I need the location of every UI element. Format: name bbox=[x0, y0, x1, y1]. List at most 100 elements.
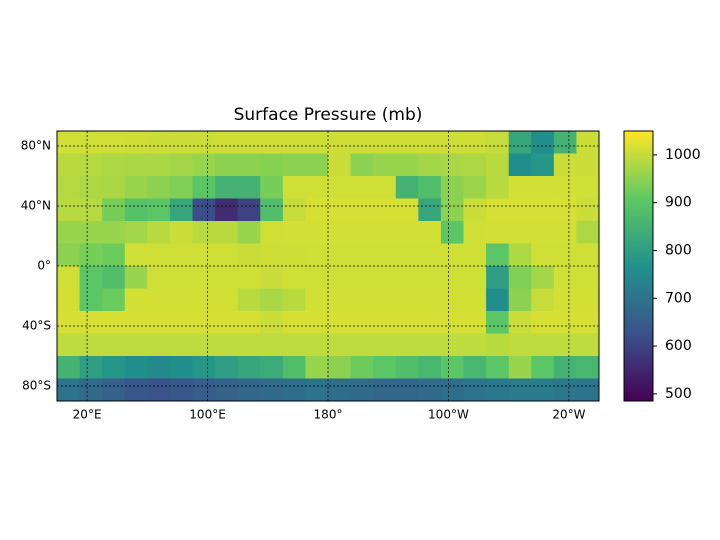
y-tick-label: 80°S bbox=[22, 379, 51, 393]
pressure-cell bbox=[373, 176, 397, 199]
pressure-cell bbox=[192, 198, 216, 222]
pressure-cell bbox=[237, 198, 261, 222]
pressure-cell bbox=[147, 153, 171, 177]
pressure-cell bbox=[373, 356, 397, 379]
pressure-cell bbox=[57, 131, 81, 154]
x-tick-label: 20°E bbox=[73, 408, 102, 422]
pressure-cell bbox=[147, 243, 171, 267]
pressure-cell bbox=[418, 378, 442, 402]
pressure-cell bbox=[102, 176, 126, 199]
pressure-cell bbox=[260, 288, 284, 312]
pressure-cell bbox=[192, 266, 216, 289]
pressure-cell bbox=[237, 221, 261, 244]
pressure-cell bbox=[79, 221, 103, 244]
pressure-cell bbox=[576, 311, 600, 334]
pressure-cell bbox=[440, 333, 464, 357]
pressure-cell bbox=[169, 311, 193, 334]
pressure-cell bbox=[463, 288, 487, 312]
pressure-cell bbox=[79, 198, 103, 222]
pressure-cell bbox=[102, 131, 126, 154]
pressure-cell bbox=[486, 243, 510, 267]
pressure-cell bbox=[147, 131, 171, 154]
pressure-cell bbox=[282, 356, 306, 379]
pressure-cell bbox=[79, 266, 103, 289]
pressure-cell bbox=[282, 311, 306, 334]
pressure-cell bbox=[531, 266, 555, 289]
pressure-cell bbox=[328, 198, 352, 222]
pressure-cell bbox=[215, 378, 239, 402]
pressure-cell bbox=[440, 131, 464, 154]
pressure-cell bbox=[192, 311, 216, 334]
pressure-cell bbox=[395, 333, 419, 357]
pressure-cell bbox=[169, 131, 193, 154]
pressure-cell bbox=[79, 243, 103, 267]
pressure-cell bbox=[57, 266, 81, 289]
pressure-cell bbox=[147, 266, 171, 289]
x-tick-label: 20°W bbox=[552, 408, 585, 422]
pressure-cell bbox=[124, 356, 148, 379]
pressure-cell bbox=[576, 198, 600, 222]
pressure-cell bbox=[79, 356, 103, 379]
pressure-cell bbox=[553, 221, 577, 244]
pressure-cell bbox=[147, 311, 171, 334]
pressure-cell bbox=[260, 378, 284, 402]
pressure-cell bbox=[373, 131, 397, 154]
colorbar-tick-label: 800 bbox=[665, 242, 692, 258]
pressure-cell bbox=[373, 221, 397, 244]
pressure-cell bbox=[192, 333, 216, 357]
pressure-cell bbox=[531, 198, 555, 222]
colorbar-tick-label: 900 bbox=[665, 195, 692, 211]
colorbar-tick-label: 1000 bbox=[665, 147, 701, 163]
pressure-cell bbox=[350, 221, 374, 244]
pressure-cell bbox=[418, 153, 442, 177]
pressure-cell bbox=[553, 333, 577, 357]
pressure-cell bbox=[350, 153, 374, 177]
pressure-cell bbox=[440, 356, 464, 379]
pressure-cell bbox=[260, 176, 284, 199]
pressure-cell bbox=[282, 288, 306, 312]
pressure-cell bbox=[486, 333, 510, 357]
pressure-cell bbox=[57, 243, 81, 267]
pressure-cell bbox=[531, 378, 555, 402]
pressure-cell bbox=[350, 356, 374, 379]
pressure-cell bbox=[192, 131, 216, 154]
pressure-cell bbox=[57, 356, 81, 379]
pressure-cell bbox=[102, 243, 126, 267]
pressure-cell bbox=[328, 288, 352, 312]
pressure-cell bbox=[57, 311, 81, 334]
pressure-cell bbox=[169, 243, 193, 267]
x-tick-label: 100°W bbox=[428, 408, 469, 422]
pressure-cell bbox=[260, 333, 284, 357]
pressure-cell bbox=[102, 378, 126, 402]
pressure-cell bbox=[282, 198, 306, 222]
x-tick-label: 180° bbox=[314, 408, 343, 422]
pressure-cell bbox=[373, 333, 397, 357]
pressure-cell bbox=[486, 153, 510, 177]
pressure-cell bbox=[328, 131, 352, 154]
pressure-cell bbox=[282, 221, 306, 244]
pressure-cell bbox=[305, 176, 329, 199]
pressure-cell bbox=[395, 311, 419, 334]
pressure-cell bbox=[553, 198, 577, 222]
pressure-cell bbox=[305, 288, 329, 312]
pressure-cell bbox=[260, 221, 284, 244]
pressure-cell bbox=[553, 131, 577, 154]
pressure-cell bbox=[282, 176, 306, 199]
pressure-cell bbox=[508, 333, 532, 357]
colorbar-tick-label: 500 bbox=[665, 386, 692, 402]
pressure-cell bbox=[57, 153, 81, 177]
pressure-cell bbox=[373, 311, 397, 334]
pressure-cell bbox=[169, 378, 193, 402]
pressure-cell bbox=[553, 243, 577, 267]
pressure-cell bbox=[463, 378, 487, 402]
pressure-cell bbox=[486, 288, 510, 312]
pressure-cell bbox=[418, 356, 442, 379]
pressure-cell bbox=[260, 243, 284, 267]
pressure-cell bbox=[508, 288, 532, 312]
pressure-cell bbox=[260, 153, 284, 177]
pressure-cell bbox=[57, 176, 81, 199]
pressure-cell bbox=[395, 153, 419, 177]
pressure-cell bbox=[147, 176, 171, 199]
pressure-cell bbox=[305, 356, 329, 379]
pressure-cell bbox=[486, 311, 510, 334]
